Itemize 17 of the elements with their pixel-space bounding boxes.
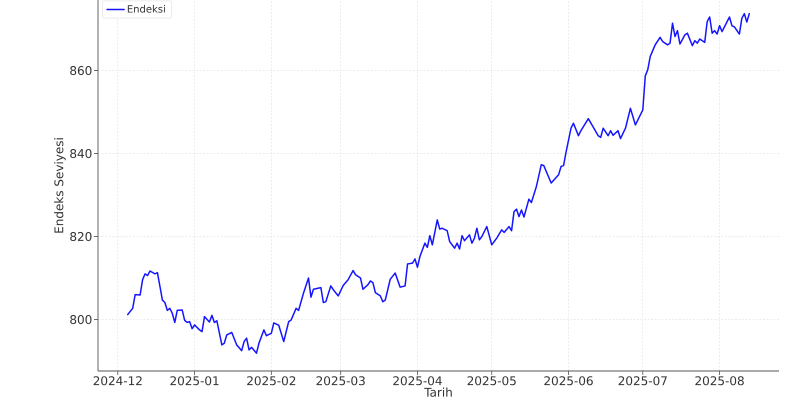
x-tick-label: 2025-04 [393, 376, 442, 386]
legend-label: Endeksi [128, 4, 165, 13]
x-tick-label: 2025-03 [316, 376, 365, 386]
y-axis-title: Endeks Seviyesi [54, 138, 66, 233]
x-tick-label: 2025-06 [544, 376, 593, 386]
line-series [126, 12, 750, 354]
y-tick-label: 800 [70, 315, 92, 324]
x-tick-label: 2025-05 [468, 376, 516, 386]
x-tick-label: 2025-01 [170, 376, 219, 386]
y-tick-label: 820 [70, 232, 92, 242]
x-tick-label: 2025-08 [695, 376, 744, 386]
x-tick-label: 2024-12 [94, 376, 142, 386]
x-axis-title: Tarih [424, 387, 452, 397]
y-tick-label: 860 [70, 66, 92, 76]
x-tick-label: 2025-02 [247, 376, 296, 386]
y-tick-label: 840 [70, 149, 92, 158]
x-tick-label: 2025-07 [618, 376, 667, 386]
